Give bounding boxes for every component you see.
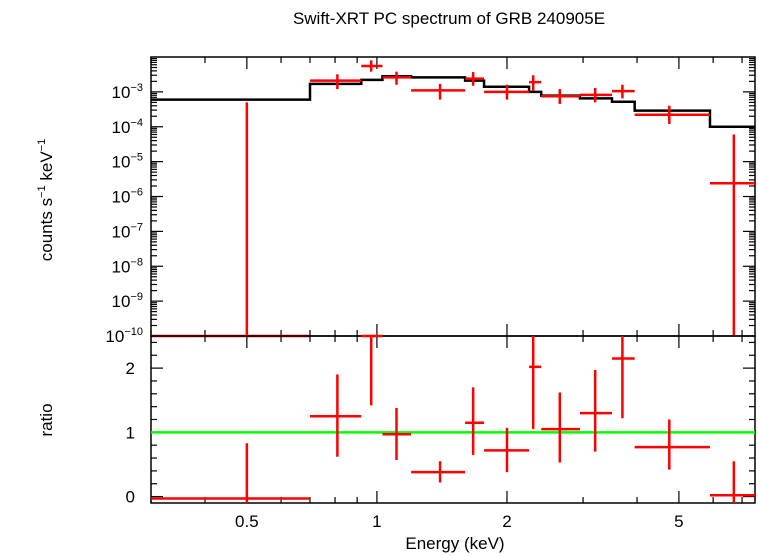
spectrum-point — [541, 89, 580, 104]
chart-title: Swift-XRT PC spectrum of GRB 240905E — [293, 9, 605, 28]
spectrum-point — [709, 134, 755, 336]
ratio-point — [484, 427, 530, 473]
x-axis-label: Energy (keV) — [405, 534, 504, 553]
ratio-panel: 0.5 1 2 5 0 1 2 ratio Energy (keV) — [37, 334, 756, 553]
spectrum-panel: 10−10 10−9 10−8 10−7 10−6 10−5 10−4 10−3 counts… — [36, 56, 756, 346]
ratio-frame — [150, 335, 756, 504]
spectrum-y-ticks: 10−10 10−9 10−8 10−7 10−6 10−5 10−4 10−3 — [105, 57, 755, 346]
spectrum-point — [465, 72, 485, 86]
spectrum-y-tick-label: 10−3 — [112, 82, 143, 102]
ratio-point — [382, 407, 412, 460]
ratio-data-points — [151, 334, 755, 503]
model-line — [151, 75, 755, 128]
spectrum-point — [634, 105, 710, 124]
spectrum-y-tick-label: 10−9 — [112, 291, 143, 311]
spectrum-point — [309, 74, 362, 90]
ratio-point — [361, 334, 383, 406]
spectrum-point — [361, 60, 383, 72]
spectrum-point — [611, 84, 635, 99]
spectrum-y-tick-label: 10−4 — [112, 117, 143, 137]
x-tick-label: 0.5 — [235, 512, 259, 531]
ratio-point — [709, 461, 755, 503]
ratio-y-tick-label: 0 — [126, 488, 135, 507]
ratio-y-tick-label: 2 — [126, 359, 135, 378]
ratio-x-ticks: 0.5 1 2 5 — [150, 336, 743, 531]
ratio-y-axis-label: ratio — [37, 403, 56, 436]
ratio-y-tick-label: 1 — [126, 423, 135, 442]
spectrum-y-tick-label: 10−6 — [112, 187, 143, 207]
spectrum-point — [579, 87, 612, 103]
ratio-y-ticks: 0 1 2 — [126, 341, 755, 507]
spectrum-y-axis-label: counts s−1 keV−1 — [36, 139, 56, 261]
spectrum-point — [382, 71, 412, 85]
ratio-point — [309, 374, 362, 457]
x-tick-label: 2 — [502, 512, 511, 531]
ratio-point — [541, 392, 580, 463]
spectrum-point — [529, 75, 542, 91]
spectrum-point — [484, 84, 530, 100]
spectrum-y-tick-label: 10−7 — [112, 221, 143, 241]
ratio-point — [634, 419, 710, 470]
spectrum-x-ticks — [150, 57, 743, 336]
ratio-point — [151, 443, 310, 503]
spectrum-point — [151, 102, 310, 338]
spectrum-point — [411, 83, 466, 100]
spectrum-y-tick-label: 10−5 — [112, 152, 143, 172]
ratio-point — [529, 336, 542, 430]
ratio-point — [411, 461, 466, 483]
ratio-point — [611, 336, 635, 419]
ratio-point — [579, 370, 612, 452]
spectrum-y-tick-label: 10−8 — [112, 256, 143, 276]
spectrum-data-points — [151, 60, 755, 338]
x-tick-label: 1 — [372, 512, 381, 531]
x-tick-label: 5 — [674, 512, 683, 531]
ratio-point — [465, 387, 485, 455]
model-steps — [151, 75, 755, 128]
spectrum-y-tick-label: 10−10 — [105, 326, 143, 346]
